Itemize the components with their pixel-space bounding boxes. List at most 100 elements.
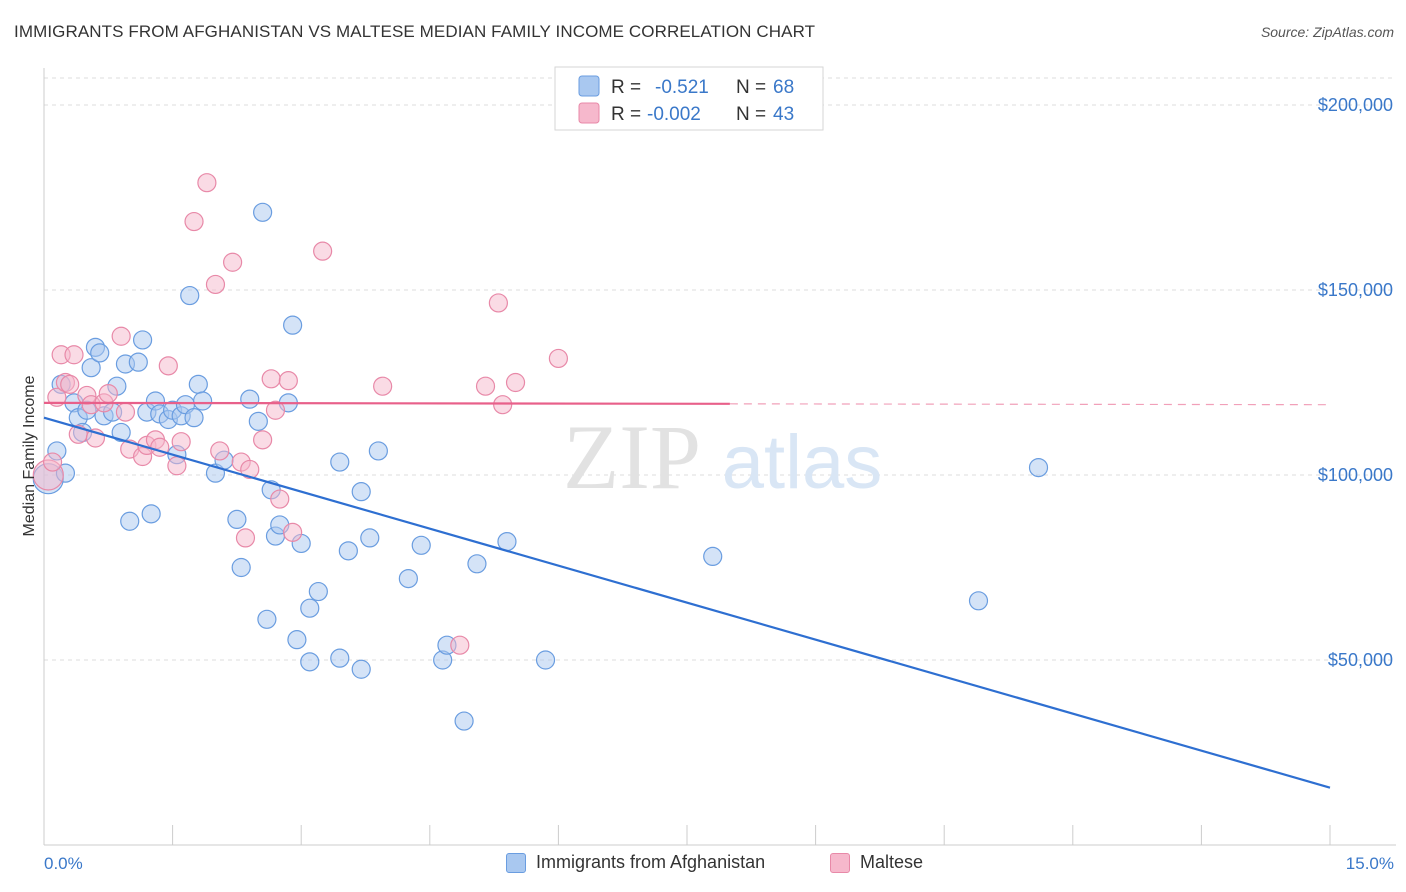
point-pink-24 [197,173,217,193]
point-pink-1 [42,452,63,472]
bottom-legend-item-maltese: Maltese [830,852,923,873]
point-pink-20 [158,356,178,376]
legend-swatch-blue [578,75,600,97]
point-blue-42 [257,609,277,629]
point-blue-55 [330,648,350,668]
point-blue-29 [184,408,204,428]
point-blue-64 [535,650,556,670]
y-tick-label-1: $100,000 [1318,465,1393,485]
point-pink-35 [278,371,298,391]
point-pink-22 [171,432,191,452]
legend-r-value-2: -0.002 [647,104,701,125]
point-blue-41 [231,557,251,578]
y-axis-label: Median Family Income [21,375,38,536]
point-pink-32 [261,369,281,389]
point-blue-53 [360,528,380,548]
bottom-legend-item-afghanistan: Immigrants from Afghanistan [506,852,765,873]
x-tick-labels: 0.0% 15.0% [44,854,1394,873]
point-pink-6 [64,345,84,365]
watermark-zip: ZIP [563,406,701,508]
point-blue-16 [128,352,148,372]
point-blue-48 [287,630,307,650]
legend-r-label-2: R = [611,104,641,125]
point-pink-23 [184,211,204,232]
bottom-legend-label-maltese: Maltese [860,852,924,872]
point-blue-32 [227,509,247,530]
point-pink-39 [450,635,470,655]
point-blue-10 [90,343,110,363]
point-pink-41 [488,293,508,313]
point-blue-51 [338,541,358,561]
point-blue-56 [351,659,371,679]
point-blue-17 [132,330,153,350]
chart-title: IMMIGRANTS FROM AFGHANISTAN VS MALTESE M… [14,22,816,41]
point-blue-44 [120,511,140,531]
trend-line-pink [43,401,730,405]
watermark: ZIP atlas [563,406,882,508]
y-tick-label-2: $150,000 [1318,280,1393,300]
point-blue-54 [368,441,388,461]
point-blue-47 [308,581,328,602]
point-pink-14 [115,402,136,422]
legend-box: R = -0.521 N = 68 R = -0.002 N = 43 [554,66,824,131]
legend-n-value-1: 68 [773,77,794,98]
axes [43,68,1396,846]
point-pink-36 [283,522,303,542]
point-blue-49 [300,652,320,672]
x-tick-max: 15.0% [1346,854,1394,873]
point-pink-34 [270,489,290,509]
point-pink-33 [265,400,286,420]
point-blue-61 [454,711,474,731]
point-blue-27 [193,391,213,411]
point-pink-37 [313,241,333,261]
point-pink-44 [548,348,569,369]
trend-lines [43,401,1331,789]
point-pink-12 [98,384,118,404]
point-blue-35 [253,202,273,222]
point-pink-26 [210,441,230,461]
data-points [32,173,1049,731]
point-blue-62 [467,554,487,574]
bottom-legend-swatch-pink [830,852,850,873]
point-blue-26 [188,374,208,394]
point-pink-27 [223,252,243,272]
legend-n-label-1: N = [736,77,766,98]
legend-r-value-1: -0.521 [655,77,709,98]
x-tick-min: 0.0% [44,854,83,873]
point-blue-52 [351,482,371,502]
legend-n-value-2: 43 [773,104,794,125]
point-pink-25 [205,274,226,295]
point-blue-34 [248,411,268,431]
legend-frame [554,66,824,131]
watermark-atlas: atlas [722,420,883,505]
legend-n-label-2: N = [736,104,766,125]
chart-source: Source: ZipAtlas.com [1260,24,1394,40]
point-blue-40 [283,315,303,335]
point-blue-67 [1028,458,1049,478]
point-blue-65 [703,546,723,567]
point-blue-46 [300,598,320,618]
bottom-legend-label-afghanistan: Immigrants from Afghanistan [536,852,766,872]
point-pink-29 [235,528,256,548]
y-tick-labels: $50,000 $100,000 $150,000 $200,000 [1318,95,1393,670]
point-blue-8 [81,358,101,378]
point-pink-13 [111,326,131,346]
bottom-legend: Immigrants from Afghanistan Maltese [0,852,1406,878]
point-pink-31 [253,430,273,450]
point-blue-50 [330,452,350,472]
trend-line-blue [43,416,1331,789]
point-pink-40 [475,376,496,396]
point-blue-57 [398,568,418,589]
point-blue-58 [411,535,431,555]
point-blue-33 [240,389,260,409]
point-pink-30 [240,459,260,480]
bottom-legend-swatch-blue [506,852,526,873]
y-tick-label-3: $200,000 [1318,95,1393,115]
trend-line-pink-dashed [729,403,1331,406]
point-blue-66 [968,591,989,611]
point-blue-25 [180,285,200,306]
y-tick-label-0: $50,000 [1328,650,1393,670]
point-pink-5 [60,374,80,394]
point-blue-14 [111,422,131,443]
